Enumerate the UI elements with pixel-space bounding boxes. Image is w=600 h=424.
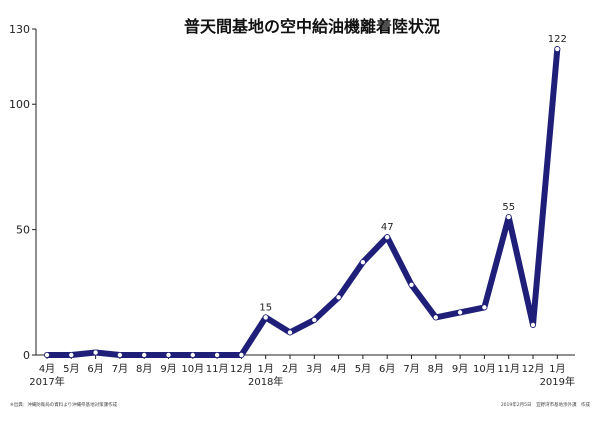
data-point (68, 351, 75, 358)
y-axis-ticks: 0 50 100 130 (9, 23, 36, 362)
x-tick-label: 2月 (282, 363, 298, 375)
data-label: 47 (381, 222, 394, 233)
data-point (262, 314, 269, 321)
data-point (481, 304, 488, 311)
series-line (44, 46, 561, 358)
data-point (92, 349, 99, 356)
footnote-left: ※出典：沖縄防衛局の資料より沖縄県基地対策課作成 (10, 401, 118, 408)
data-point (286, 329, 293, 336)
y-tick-label: 0 (23, 349, 30, 362)
footnote-right: 2019年2月5日 宜野湾市基地渉外課 作成 (501, 401, 591, 408)
x-tick-label: 1月 (258, 363, 274, 375)
data-point (214, 351, 221, 358)
y-tick-label: 130 (9, 23, 30, 36)
year-label: 2018年 (248, 375, 283, 388)
x-tick-label: 3月 (306, 363, 322, 375)
data-point (189, 351, 196, 358)
x-tick-label: 8月 (136, 363, 152, 375)
data-point (44, 351, 51, 358)
data-point (554, 46, 561, 53)
x-tick-label: 5月 (355, 363, 371, 375)
x-tick-label: 11月 (497, 363, 520, 375)
axes (35, 29, 575, 356)
data-label: 55 (502, 202, 515, 213)
x-tick-label: 5月 (63, 363, 79, 375)
data-point (141, 351, 148, 358)
year-label: 2019年 (540, 375, 575, 388)
chart-title: 普天間基地の空中給油機離着陸状況 (184, 17, 440, 36)
series-line-group (44, 46, 561, 358)
x-tick-label: 7月 (403, 363, 419, 375)
x-tick-label: 10月 (181, 363, 204, 375)
data-point (165, 351, 172, 358)
data-label: 15 (259, 302, 272, 313)
data-point (408, 281, 415, 288)
data-labels-group: 15 47 55 122 (259, 34, 567, 313)
y-tick-label: 100 (9, 98, 30, 111)
data-point (311, 316, 318, 323)
year-label: 2017年 (29, 375, 64, 388)
data-point (384, 234, 391, 241)
data-point (432, 314, 439, 321)
x-tick-label: 12月 (522, 363, 545, 375)
x-tick-label: 6月 (379, 363, 395, 375)
y-tick-label: 50 (16, 224, 30, 237)
data-point (505, 214, 512, 221)
x-tick-label: 6月 (87, 363, 103, 375)
data-point (530, 321, 537, 328)
data-point (457, 309, 464, 316)
x-tick-label: 8月 (428, 363, 444, 375)
x-tick-label: 7月 (112, 363, 128, 375)
x-tick-label: 11月 (206, 363, 229, 375)
series-points-group (44, 46, 561, 358)
x-tick-label: 4月 (330, 363, 346, 375)
x-axis-ticks: 4月 5月 6月 7月 8月 9月 10月 11月 12月 1月 2月 3月 4月 5月 6月 7月 8月 9月 1… (29, 355, 575, 388)
x-tick-label: 10月 (473, 363, 496, 375)
x-tick-label: 1月 (549, 363, 565, 375)
data-point (359, 259, 366, 266)
data-label: 122 (548, 34, 567, 45)
x-tick-label: 9月 (160, 363, 176, 375)
x-tick-label: 12月 (230, 363, 253, 375)
data-point (116, 351, 123, 358)
x-tick-label: 9月 (452, 363, 468, 375)
x-tick-label: 4月 (39, 363, 55, 375)
data-point (335, 294, 342, 301)
data-point (238, 351, 245, 358)
